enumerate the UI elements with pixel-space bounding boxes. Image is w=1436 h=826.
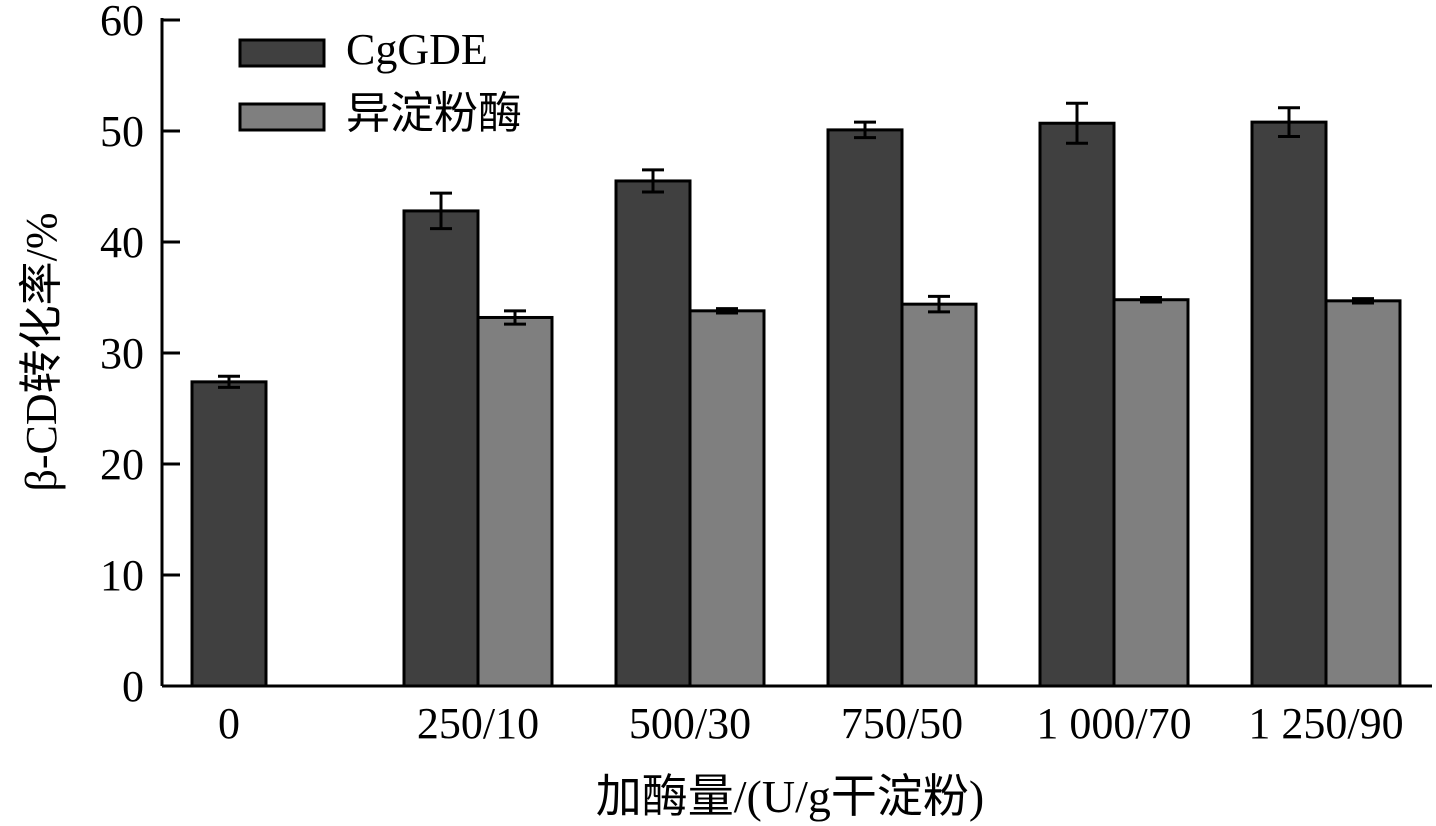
x-tick-label-4: 1 000/70 [1036, 699, 1191, 748]
legend-label-1: 异淀粉酶 [346, 89, 522, 138]
y-axis-label: β-CD转化率/% [17, 212, 66, 491]
y-tick-label-40: 40 [100, 218, 144, 267]
bar-cggde-3 [826, 128, 904, 688]
error-bar-1-2 [716, 307, 738, 315]
bar-cggde-4 [1038, 121, 1116, 688]
error-bar-1-1 [504, 309, 526, 326]
bar-cggde-2 [614, 179, 692, 688]
x-tick-label-1: 250/10 [417, 699, 539, 748]
error-bar-1-3 [928, 294, 950, 314]
legend: CgGDE 异淀粉酶 [238, 25, 522, 138]
x-tick-label-0: 0 [218, 699, 240, 748]
error-bar-0-3 [854, 120, 876, 140]
bar-cggde-0 [190, 380, 268, 688]
y-tick-label-10: 10 [100, 551, 144, 600]
bar-isoamylase-4 [1112, 298, 1190, 688]
error-bar-1-4 [1140, 296, 1162, 304]
legend-label-0: CgGDE [346, 25, 488, 74]
bar-isoamylase-1 [476, 315, 554, 688]
x-axis-label: 加酶量/(U/g干淀粉) [596, 771, 984, 822]
legend-swatch-0 [238, 38, 326, 68]
y-tick-label-20: 20 [100, 440, 144, 489]
chart-marks [190, 101, 1402, 688]
bar-isoamylase-2 [688, 309, 766, 688]
error-bar-0-1 [430, 191, 452, 231]
y-tick-label-60: 60 [100, 0, 144, 45]
chart-axes: 0 10 20 30 40 50 60 0 250/10 500/30 750/50 1 000/70… [100, 0, 1432, 748]
bar-isoamylase-3 [900, 302, 978, 688]
legend-swatch-1 [238, 102, 326, 132]
error-bar-0-5 [1278, 106, 1300, 139]
error-bar-0-2 [642, 168, 664, 194]
error-bar-0-0 [218, 374, 240, 389]
bar-cggde-1 [402, 209, 480, 688]
x-tick-label-5: 1 250/90 [1248, 699, 1403, 748]
y-tick-label-0: 0 [122, 662, 144, 711]
bar-cggde-5 [1250, 120, 1328, 688]
x-tick-label-3: 750/50 [841, 699, 963, 748]
bar-isoamylase-5 [1324, 299, 1402, 688]
x-tick-label-2: 500/30 [629, 699, 751, 748]
y-tick-label-30: 30 [100, 329, 144, 378]
error-bar-1-5 [1352, 297, 1374, 305]
error-bar-0-4 [1066, 101, 1088, 145]
y-tick-label-50: 50 [100, 107, 144, 156]
